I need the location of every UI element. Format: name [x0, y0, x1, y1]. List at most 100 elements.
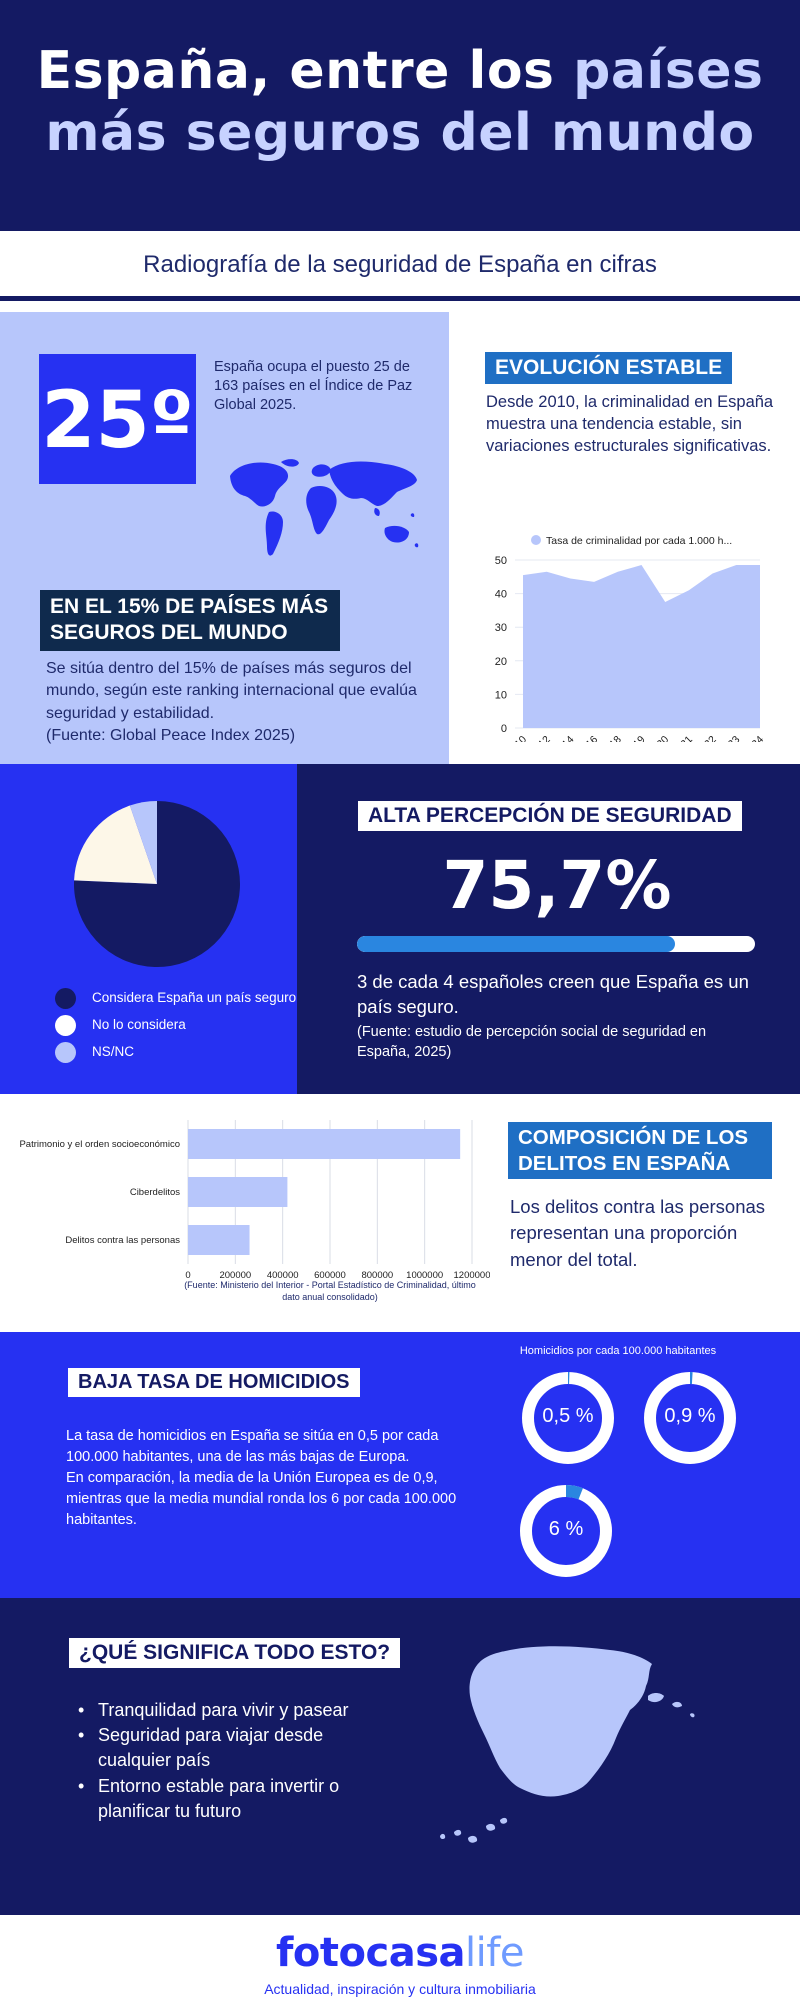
- x-tick-label: 1000000: [406, 1270, 443, 1281]
- bullet: •: [78, 1775, 85, 1796]
- donut-world-label: 6 %: [548, 1518, 584, 1540]
- legend-dot-nsnc: [55, 1042, 76, 1063]
- x-tick-label: 2016: [575, 734, 600, 742]
- donut-spain-label: 0,5 %: [542, 1405, 594, 1427]
- perception-text: 3 de cada 4 españoles creen que España e…: [357, 971, 749, 1017]
- crimes-section: 0 200000 400000 600000 800000 1000000 1200000 P…: [0, 1094, 800, 1332]
- perception-chart-panel: Considera España un país seguro No lo co…: [0, 764, 297, 1094]
- donut-eu-label: 0,9 %: [664, 1405, 716, 1427]
- donut-value-arc: [565, 1485, 583, 1500]
- y-tick-label: 10: [495, 689, 507, 701]
- list-item-text: Seguridad para viajar desde cualquier pa…: [98, 1725, 324, 1771]
- list-item: • Tranquilidad para vivir y pasear: [78, 1698, 388, 1723]
- x-tick-label: 2019: [623, 734, 648, 742]
- homicides-text-2: En comparación, la media de la Unión Eur…: [66, 1470, 457, 1529]
- bar: [188, 1129, 461, 1159]
- x-tick-label: 2014: [552, 734, 577, 742]
- perception-source: (Fuente: estudio de percepción social de…: [357, 1024, 707, 1060]
- homicides-label: BAJA TASA DE HOMICIDIOS: [68, 1368, 360, 1397]
- meaning-list: • Tranquilidad para vivir y pasear • Segur…: [78, 1698, 388, 1824]
- category-label: Delitos contra las personas: [65, 1235, 180, 1246]
- perception-section: Considera España un país seguro No lo co…: [0, 764, 800, 1094]
- x-tick-label: 1200000: [454, 1270, 490, 1281]
- brand-tagline: Actualidad, inspiración y cultura inmobi…: [264, 1981, 536, 1997]
- x-tick-label: 800000: [361, 1270, 393, 1281]
- logo-life: life: [465, 1930, 524, 1976]
- perception-label: ALTA PERCEPCIÓN DE SEGURIDAD: [358, 801, 742, 831]
- x-tick-label: 2024: [741, 734, 766, 742]
- title-part1: España, entre los: [36, 41, 555, 101]
- header: España, entre los países más seguros del…: [0, 0, 800, 231]
- legend-dot-no: [55, 1015, 76, 1036]
- composition-text: Los delitos contra las personas represen…: [510, 1196, 766, 1270]
- x-tick-label: 2021: [670, 734, 695, 742]
- y-tick-label: 30: [495, 622, 507, 634]
- donut-world: [520, 1485, 612, 1577]
- legend-dot-seguro: [55, 988, 76, 1009]
- x-tick-label: 0: [185, 1270, 190, 1281]
- bullet: •: [78, 1700, 85, 1720]
- homicides-text: La tasa de homicidios en España se sitúa…: [66, 1426, 486, 1531]
- pie-slice: [129, 801, 157, 884]
- perception-pie-chart: [74, 801, 241, 967]
- world-map-icon: [230, 459, 419, 556]
- spain-map-icon: [440, 1646, 695, 1843]
- title-highlight1: países: [573, 41, 764, 101]
- y-tick-label: 50: [495, 555, 507, 567]
- legend-label: Tasa de criminalidad por cada 1.000 h...: [546, 535, 732, 547]
- perception-progress-fill: [357, 936, 676, 952]
- x-tick-label: 2018: [599, 734, 624, 742]
- list-item-text: Entorno estable para invertir o planific…: [98, 1775, 340, 1821]
- y-tick-label: 40: [495, 589, 507, 601]
- top15-text: Se sitúa dentro del 15% de países más se…: [46, 658, 436, 748]
- category-label: Patrimonio y el orden socioeconómico: [19, 1139, 180, 1150]
- x-tick-label: 2010: [504, 734, 529, 742]
- perception-value: 75,7%: [442, 847, 672, 924]
- rank-box: 25º: [39, 354, 196, 484]
- crimes-bar-chart: 0 200000 400000 600000 800000 1000000 1200000 P…: [19, 1120, 490, 1281]
- y-tick-label: 0: [501, 723, 507, 735]
- list-item: • Seguridad para viajar desde cualquier p…: [78, 1723, 388, 1773]
- evolution-label: EVOLUCIÓN ESTABLE: [485, 352, 733, 385]
- crime-rate-chart: 0102030405020102012201420162018201920202…: [495, 535, 766, 742]
- legend-label-no: No lo considera: [92, 1017, 186, 1032]
- pie-slice: [74, 805, 157, 884]
- perception-progress-bar: [357, 936, 755, 952]
- list-item: • Entorno estable para invertir o planifi…: [78, 1774, 388, 1824]
- footer: fotocasalife Actualidad, inspiración y c…: [0, 1910, 800, 2000]
- bullet: •: [78, 1725, 85, 1746]
- pie-slice: [74, 801, 241, 967]
- homicides-text-1: La tasa de homicidios en España se sitúa…: [66, 1428, 439, 1466]
- homicides-section: BAJA TASA DE HOMICIDIOS La tasa de homic…: [0, 1332, 800, 1598]
- meaning-section: ¿QUÉ SIGNIFICA TODO ESTO? • Tranquilidad …: [0, 1598, 800, 1910]
- list-item-text: Tranquilidad para vivir y pasear: [98, 1700, 349, 1720]
- rank-number: 25º: [41, 376, 194, 466]
- homicides-chart-title: Homicidios por cada 100.000 habitantes: [519, 1345, 717, 1357]
- crime-rate-area: [523, 565, 760, 728]
- donut-eu: [644, 1372, 736, 1464]
- legend-label-seguro: Considera España un país seguro: [92, 990, 297, 1005]
- rank-description: España ocupa el puesto 25 de 163 países …: [214, 359, 413, 413]
- top15-label: EN EL 15% DE PAÍSES MÁS SEGUROS DEL MUND…: [40, 590, 340, 651]
- x-tick-label: 2020: [646, 734, 671, 742]
- main-title: España, entre los países más seguros del…: [0, 40, 800, 165]
- x-tick-label: 400000: [267, 1270, 299, 1281]
- donut-spain: [522, 1371, 614, 1464]
- legend-label-nsnc: NS/NC: [92, 1044, 135, 1059]
- bar: [188, 1225, 250, 1255]
- x-tick-label: 200000: [219, 1270, 251, 1281]
- composition-label: COMPOSICIÓN DE LOS DELITOS EN ESPAÑA: [508, 1122, 772, 1180]
- ranking-panel: 25º España ocupa el puesto 25 de 163 paí…: [0, 312, 449, 764]
- legend-marker: [531, 535, 541, 545]
- brand-logo[interactable]: fotocasalife: [0, 1930, 800, 1976]
- evolution-text: Desde 2010, la criminalidad en España mu…: [486, 393, 774, 455]
- x-tick-label: 2023: [717, 734, 742, 742]
- subtitle: Radiografía de la seguridad de España en…: [143, 251, 657, 278]
- crimes-source: (Fuente: Ministerio del Interior - Porta…: [184, 1280, 476, 1302]
- x-tick-label: 2012: [528, 734, 553, 742]
- y-tick-label: 20: [495, 656, 507, 668]
- category-label: Ciberdelitos: [130, 1187, 180, 1198]
- x-tick-label: 600000: [314, 1270, 346, 1281]
- meaning-label: ¿QUÉ SIGNIFICA TODO ESTO?: [69, 1638, 401, 1668]
- top15-description: Se sitúa dentro del 15% de países más se…: [46, 660, 417, 722]
